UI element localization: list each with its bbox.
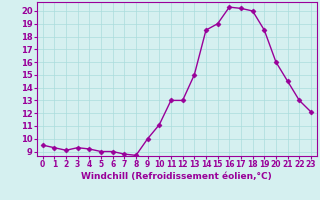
X-axis label: Windchill (Refroidissement éolien,°C): Windchill (Refroidissement éolien,°C) xyxy=(81,172,272,181)
